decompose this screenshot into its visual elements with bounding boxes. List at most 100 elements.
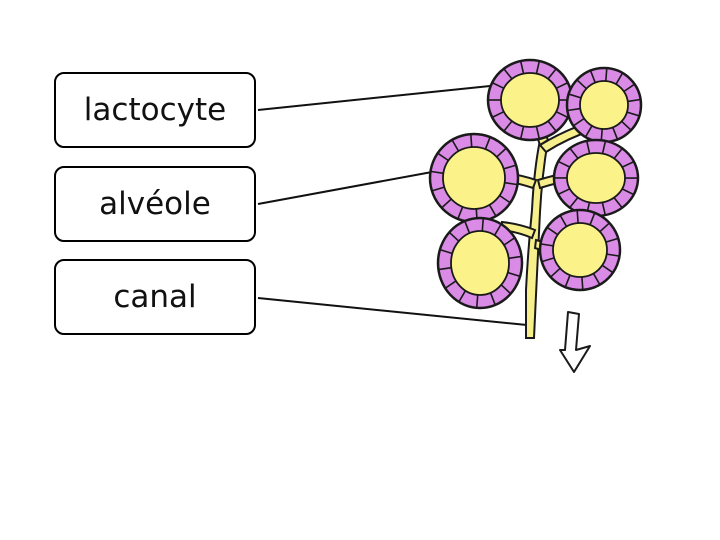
alveolus — [538, 208, 622, 292]
lactocyte-cell-border — [601, 264, 614, 274]
lactocyte-cell-border — [559, 214, 568, 227]
alveolus — [436, 216, 524, 310]
lactocyte-cell-border — [491, 110, 505, 119]
leader-line-lactocyte — [257, 85, 491, 111]
lactocyte-cell-border — [484, 136, 491, 150]
lactocyte-cell-border — [606, 253, 620, 257]
lactocyte-cell-border — [627, 98, 641, 103]
lactocyte-cell-border — [550, 267, 561, 278]
alveolus-lumen — [552, 222, 608, 278]
lactocyte-cell-border — [567, 107, 581, 112]
lactocyte-cell-border — [555, 81, 569, 90]
lactocyte-cell-border — [458, 290, 467, 303]
lactocyte-cell-border — [541, 257, 555, 263]
lactocyte-cell-border — [451, 139, 460, 152]
lactocyte-cell-border — [612, 127, 619, 140]
label-box-lactocyte: lactocyte — [54, 72, 256, 148]
lactocyte-cell-border — [540, 243, 554, 247]
lactocyte-cell-border — [576, 210, 579, 224]
alveolus-lumen — [442, 146, 506, 210]
lactocyte-cell-border — [439, 248, 453, 255]
lactocyte-cell-border — [500, 284, 512, 295]
lactocyte-cell-border — [437, 152, 449, 162]
lactocyte-cell-border — [481, 218, 485, 232]
lactocyte-cell-border — [555, 110, 569, 119]
lactocyte-cell-border — [493, 223, 502, 236]
lactocyte-cell-border — [503, 237, 516, 246]
lactocyte-cell-border — [601, 140, 607, 154]
lactocyte-cell-border — [489, 292, 496, 306]
lactocyte-cell-border — [499, 194, 511, 204]
lactocyte-cell-border — [491, 81, 505, 90]
lactocyte-cell-border — [431, 186, 445, 192]
lactocyte-cell-border — [613, 147, 623, 159]
lactocyte-cell-border — [547, 68, 557, 80]
alveolus-lumen — [579, 80, 629, 130]
label-alveole: alvéole — [99, 186, 211, 222]
lactocyte-cell-border — [503, 68, 513, 80]
lactocyte-cell-border — [599, 222, 610, 233]
lactocyte-cell-border — [569, 197, 579, 209]
lactocyte-cell-border — [507, 271, 521, 278]
lactocyte-cell-border — [444, 280, 457, 289]
lactocyte-cell-border — [569, 147, 579, 159]
alveoli-cluster — [428, 58, 643, 310]
lactocyte-cell-border — [557, 188, 571, 196]
alveolus — [486, 58, 574, 142]
label-lactocyte: lactocyte — [83, 92, 227, 128]
lactocyte-cell-border — [503, 120, 513, 132]
lactocyte-cell-border — [626, 111, 640, 117]
lactocyte-cell-border — [430, 170, 444, 175]
lactocyte-cell-border — [475, 294, 479, 308]
lactocyte-cell-border — [535, 60, 541, 74]
lactocyte-cell-border — [546, 226, 559, 236]
lactocyte-cell-border — [464, 220, 471, 234]
alveolus-lumen — [566, 152, 626, 204]
lactocyte-cell-border — [605, 237, 619, 243]
lactocyte-cell-border — [441, 198, 452, 209]
lactocyte-cell-border — [589, 70, 596, 83]
lactocyte-cell-border — [457, 206, 464, 220]
lactocyte-cell-border — [623, 83, 636, 93]
label-box-canal: canal — [54, 259, 256, 335]
lactocyte-cell-border — [621, 120, 632, 131]
lactocyte-cell-border — [613, 197, 623, 209]
lactocyte-cell-border — [503, 164, 517, 170]
lactocyte-cell-border — [557, 160, 571, 168]
lactocyte-cell-border — [504, 181, 518, 186]
leader-line-alveole — [257, 171, 433, 205]
lactocyte-cell-border — [605, 68, 608, 82]
lactocyte-cell-border — [621, 160, 635, 168]
lactocyte-cell-border — [615, 72, 624, 85]
lactocyte-cell-border — [438, 266, 452, 271]
lactocyte-cell-border — [589, 212, 596, 226]
alveolus-lumen — [500, 72, 560, 128]
lactocyte-cell-border — [584, 125, 593, 138]
lactocyte-cell-border — [621, 188, 635, 196]
leader-line-canal — [257, 297, 528, 326]
lactocyte-cell-border — [601, 202, 607, 216]
lactocyte-cell-border — [564, 274, 571, 288]
alveolus — [428, 132, 520, 224]
duct-branch-low-left — [501, 220, 537, 240]
lactocyte-cell-border — [576, 79, 587, 90]
lactocyte-cell-border — [535, 126, 541, 140]
lactocyte-cell-border — [592, 273, 601, 286]
alveolus-lumen — [450, 230, 510, 296]
lactocyte-cell-border — [488, 204, 497, 217]
lactocyte-cell-border — [581, 276, 584, 290]
lactocyte-cell-border — [519, 126, 525, 140]
lactocyte-cell-border — [448, 231, 460, 242]
label-canal: canal — [113, 279, 197, 315]
lactocyte-cell-border — [508, 255, 522, 260]
lactocyte-cell-border — [519, 60, 525, 74]
arrow-down-icon — [559, 311, 591, 373]
lactocyte-cell-border — [469, 134, 473, 148]
lactocyte-cell-border — [585, 140, 591, 154]
lactocyte-cell-border — [496, 147, 507, 158]
lactocyte-cell-border — [572, 117, 585, 127]
lactocyte-cell-border — [568, 93, 582, 99]
label-box-alveole: alvéole — [54, 166, 256, 242]
lactocyte-cell-border — [547, 120, 557, 132]
